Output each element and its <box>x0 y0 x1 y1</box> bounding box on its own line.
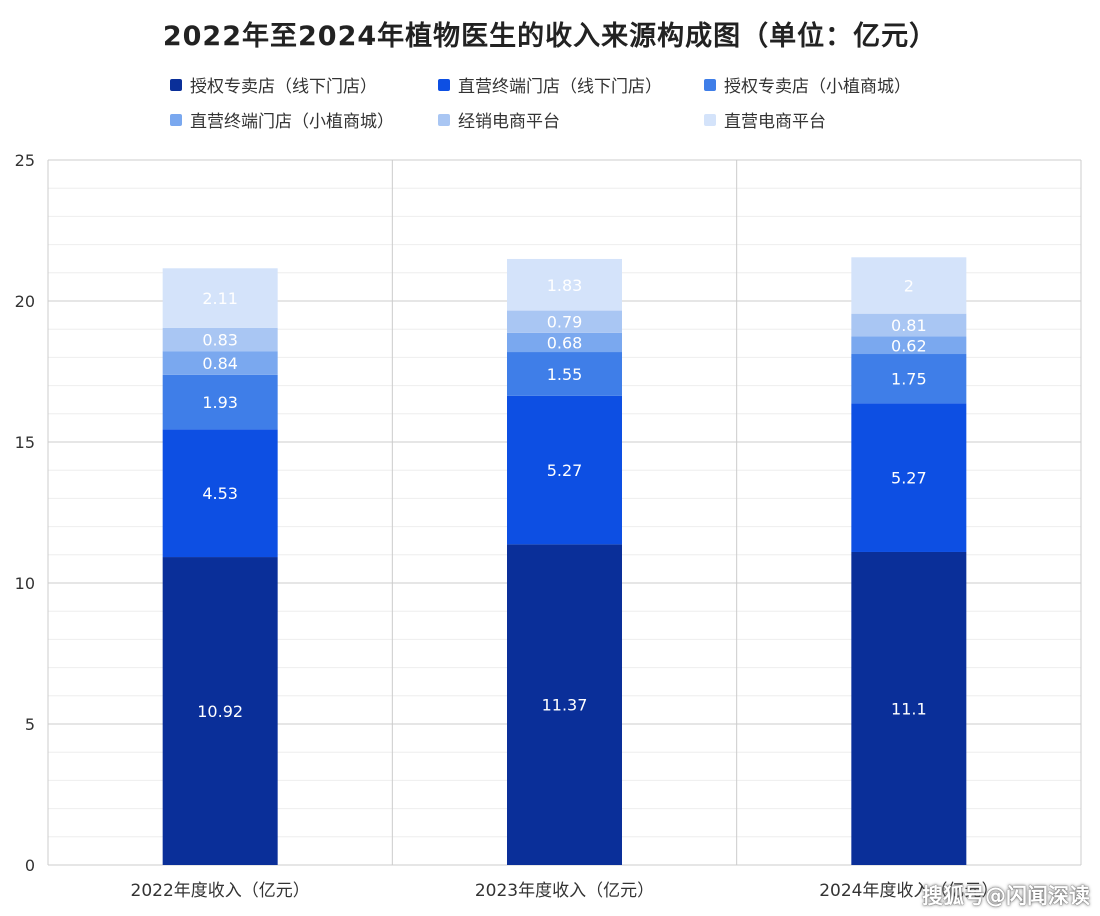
chart-legend: 授权专卖店（线下门店） 直营终端门店（线下门店） 授权专卖店（小植商城） 直营终… <box>170 72 970 132</box>
bar-segment <box>851 336 967 355</box>
y-tick-label: 25 <box>15 151 35 170</box>
legend-swatch-authorized-mall <box>704 78 716 91</box>
y-tick-label: 0 <box>25 856 35 875</box>
bar-data-label: 0.68 <box>547 333 583 352</box>
bar-segment <box>507 544 622 865</box>
legend-label-direct-mall: 直营终端门店（小植商城） <box>190 112 394 132</box>
bar-segment <box>162 327 278 352</box>
bar-segment <box>851 257 967 314</box>
y-tick-label: 20 <box>15 292 35 311</box>
bar-data-label: 1.93 <box>202 393 238 412</box>
legend-label-authorized-offline: 授权专卖店（线下门店） <box>190 77 377 97</box>
legend-swatch-direct-ecommerce <box>704 113 716 126</box>
bar-segment <box>162 374 278 430</box>
bar-segment <box>162 351 278 375</box>
bar-data-label: 11.37 <box>542 696 588 715</box>
legend-label-distribution-ecommerce: 经销电商平台 <box>458 112 560 132</box>
bar-data-label: 0.79 <box>547 313 583 332</box>
bar-segment <box>507 352 622 396</box>
bar-data-label: 1.55 <box>547 365 583 384</box>
chart-title: 2022年至2024年植物医生的收入来源构成图（单位：亿元） <box>162 21 938 52</box>
legend-swatch-direct-mall <box>170 113 182 126</box>
bar-data-label: 0.81 <box>891 316 927 335</box>
legend-swatch-direct-offline <box>438 78 450 91</box>
bar-segment <box>162 557 278 865</box>
bar-data-label: 4.53 <box>202 484 238 503</box>
legend-swatch-authorized-offline <box>170 78 182 91</box>
bar-segment <box>851 403 967 552</box>
legend-item-authorized-mall: 授权专卖店（小植商城） <box>704 72 970 97</box>
bar-segment <box>851 313 967 337</box>
legend-label-direct-ecommerce: 直营电商平台 <box>724 112 826 132</box>
bar-data-label: 5.27 <box>891 469 927 488</box>
legend-label-direct-offline: 直营终端门店（线下门店） <box>458 77 662 97</box>
bar-segment <box>851 551 967 865</box>
bar-data-label: 0.84 <box>202 354 238 373</box>
legend-swatch-distribution-ecommerce <box>438 113 450 126</box>
y-tick-label: 15 <box>15 433 35 452</box>
legend-item-direct-mall: 直营终端门店（小植商城） <box>170 107 438 132</box>
bar-data-label: 5.27 <box>547 461 583 480</box>
x-tick-label: 2024年度收入（亿元） <box>819 881 998 901</box>
bar-segment <box>507 310 622 333</box>
legend-item-direct-ecommerce: 直营电商平台 <box>704 107 970 132</box>
bar-segment <box>507 332 622 353</box>
bar-data-label: 2.11 <box>202 289 238 308</box>
legend-item-direct-offline: 直营终端门店（线下门店） <box>438 72 704 97</box>
bar-segment <box>851 354 967 404</box>
bar-data-label: 10.92 <box>197 702 243 721</box>
x-tick-label: 2022年度收入（亿元） <box>131 881 310 901</box>
bar-segment <box>507 395 622 545</box>
legend-item-distribution-ecommerce: 经销电商平台 <box>438 107 704 132</box>
y-tick-label: 5 <box>25 715 35 734</box>
bar-segment <box>162 268 278 328</box>
watermark: 搜狐号@闪闻深读 <box>922 884 1090 908</box>
y-tick-label: 10 <box>15 574 35 593</box>
bar-data-label: 1.75 <box>891 370 927 389</box>
bar-data-label: 0.62 <box>891 336 927 355</box>
legend-item-authorized-offline: 授权专卖店（线下门店） <box>170 72 438 97</box>
bar-data-label: 2 <box>904 276 914 295</box>
bar-segment <box>162 429 278 558</box>
x-tick-label: 2023年度收入（亿元） <box>475 881 654 901</box>
bar-segment <box>507 258 622 311</box>
bar-data-label: 11.1 <box>891 699 927 718</box>
bar-data-label: 0.83 <box>202 330 238 349</box>
bar-data-label: 1.83 <box>547 276 583 295</box>
legend-label-authorized-mall: 授权专卖店（小植商城） <box>724 77 911 97</box>
